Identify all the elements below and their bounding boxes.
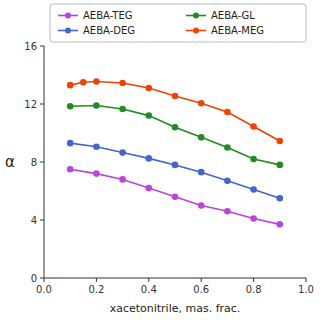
legend-marker: [65, 13, 71, 19]
legend-label: AEBA-DEG: [83, 25, 135, 36]
data-point: [198, 169, 205, 176]
data-point: [172, 124, 179, 131]
data-point: [146, 112, 153, 119]
data-point: [67, 140, 74, 147]
data-point: [80, 79, 87, 86]
y-tick: [40, 220, 44, 221]
data-point: [146, 85, 153, 92]
legend-marker: [193, 13, 199, 19]
x-tick: [253, 278, 254, 282]
data-point: [119, 176, 126, 183]
x-tick-label: 0.2: [88, 284, 104, 295]
data-point: [250, 186, 257, 193]
y-tick-label: 16: [24, 41, 37, 52]
data-point: [198, 134, 205, 141]
x-tick-label: 0.8: [246, 284, 262, 295]
data-point: [250, 123, 257, 130]
data-point: [67, 82, 74, 89]
y-tick: [40, 104, 44, 105]
data-point: [277, 162, 284, 169]
y-tick: [40, 162, 44, 163]
data-point: [119, 106, 126, 113]
legend-box: [50, 4, 306, 42]
series-line: [70, 105, 280, 164]
legend: AEBA-TEG AEBA-GL AEBA-DEG AEBA-MEG: [50, 4, 306, 42]
y-tick-label: 12: [24, 99, 37, 110]
data-point: [277, 221, 284, 228]
data-point: [172, 162, 179, 169]
series-line: [70, 143, 280, 198]
plot-area: [67, 78, 283, 227]
data-point: [93, 78, 100, 85]
legend-label: AEBA-GL: [211, 10, 255, 21]
data-point: [93, 102, 100, 109]
legend-marker: [65, 28, 71, 34]
series-line: [70, 82, 280, 141]
data-point: [224, 144, 231, 151]
data-point: [119, 80, 126, 87]
series-line: [70, 169, 280, 224]
x-tick: [306, 278, 307, 282]
data-point: [172, 93, 179, 100]
legend-marker: [193, 28, 199, 34]
data-point: [277, 195, 284, 202]
x-tick: [201, 278, 202, 282]
x-axis: [44, 278, 306, 279]
x-tick-label: 0.4: [141, 284, 157, 295]
x-tick: [148, 278, 149, 282]
data-point: [198, 202, 205, 209]
x-tick: [44, 278, 45, 282]
x-tick-label: 0.6: [193, 284, 209, 295]
y-axis-label: α: [5, 153, 15, 171]
data-point: [93, 170, 100, 177]
data-point: [250, 215, 257, 222]
data-point: [67, 166, 74, 173]
data-point: [146, 155, 153, 162]
data-point: [198, 100, 205, 107]
legend-label: AEBA-TEG: [83, 10, 133, 21]
x-axis-label: xacetonitrile, mas. frac.: [110, 302, 241, 315]
y-tick: [40, 46, 44, 47]
data-point: [146, 185, 153, 192]
data-point: [224, 178, 231, 185]
data-point: [224, 109, 231, 116]
data-point: [250, 156, 257, 163]
data-point: [93, 143, 100, 150]
y-tick-label: 0: [31, 273, 37, 284]
data-point: [119, 149, 126, 156]
y-tick-label: 8: [31, 157, 37, 168]
y-tick: [40, 278, 44, 279]
legend-label: AEBA-MEG: [211, 25, 264, 36]
data-point: [67, 103, 74, 110]
data-point: [277, 138, 284, 145]
data-point: [224, 208, 231, 215]
chart: 0.0 0.2 0.4 0.6 0.8 1.0 0 4 8 12 16 xacetonitrile, …: [0, 0, 320, 320]
x-tick: [96, 278, 97, 282]
data-point: [172, 194, 179, 201]
x-tick-label: 1.0: [298, 284, 314, 295]
x-tick-label: 0.0: [36, 284, 52, 295]
y-tick-label: 4: [31, 215, 37, 226]
